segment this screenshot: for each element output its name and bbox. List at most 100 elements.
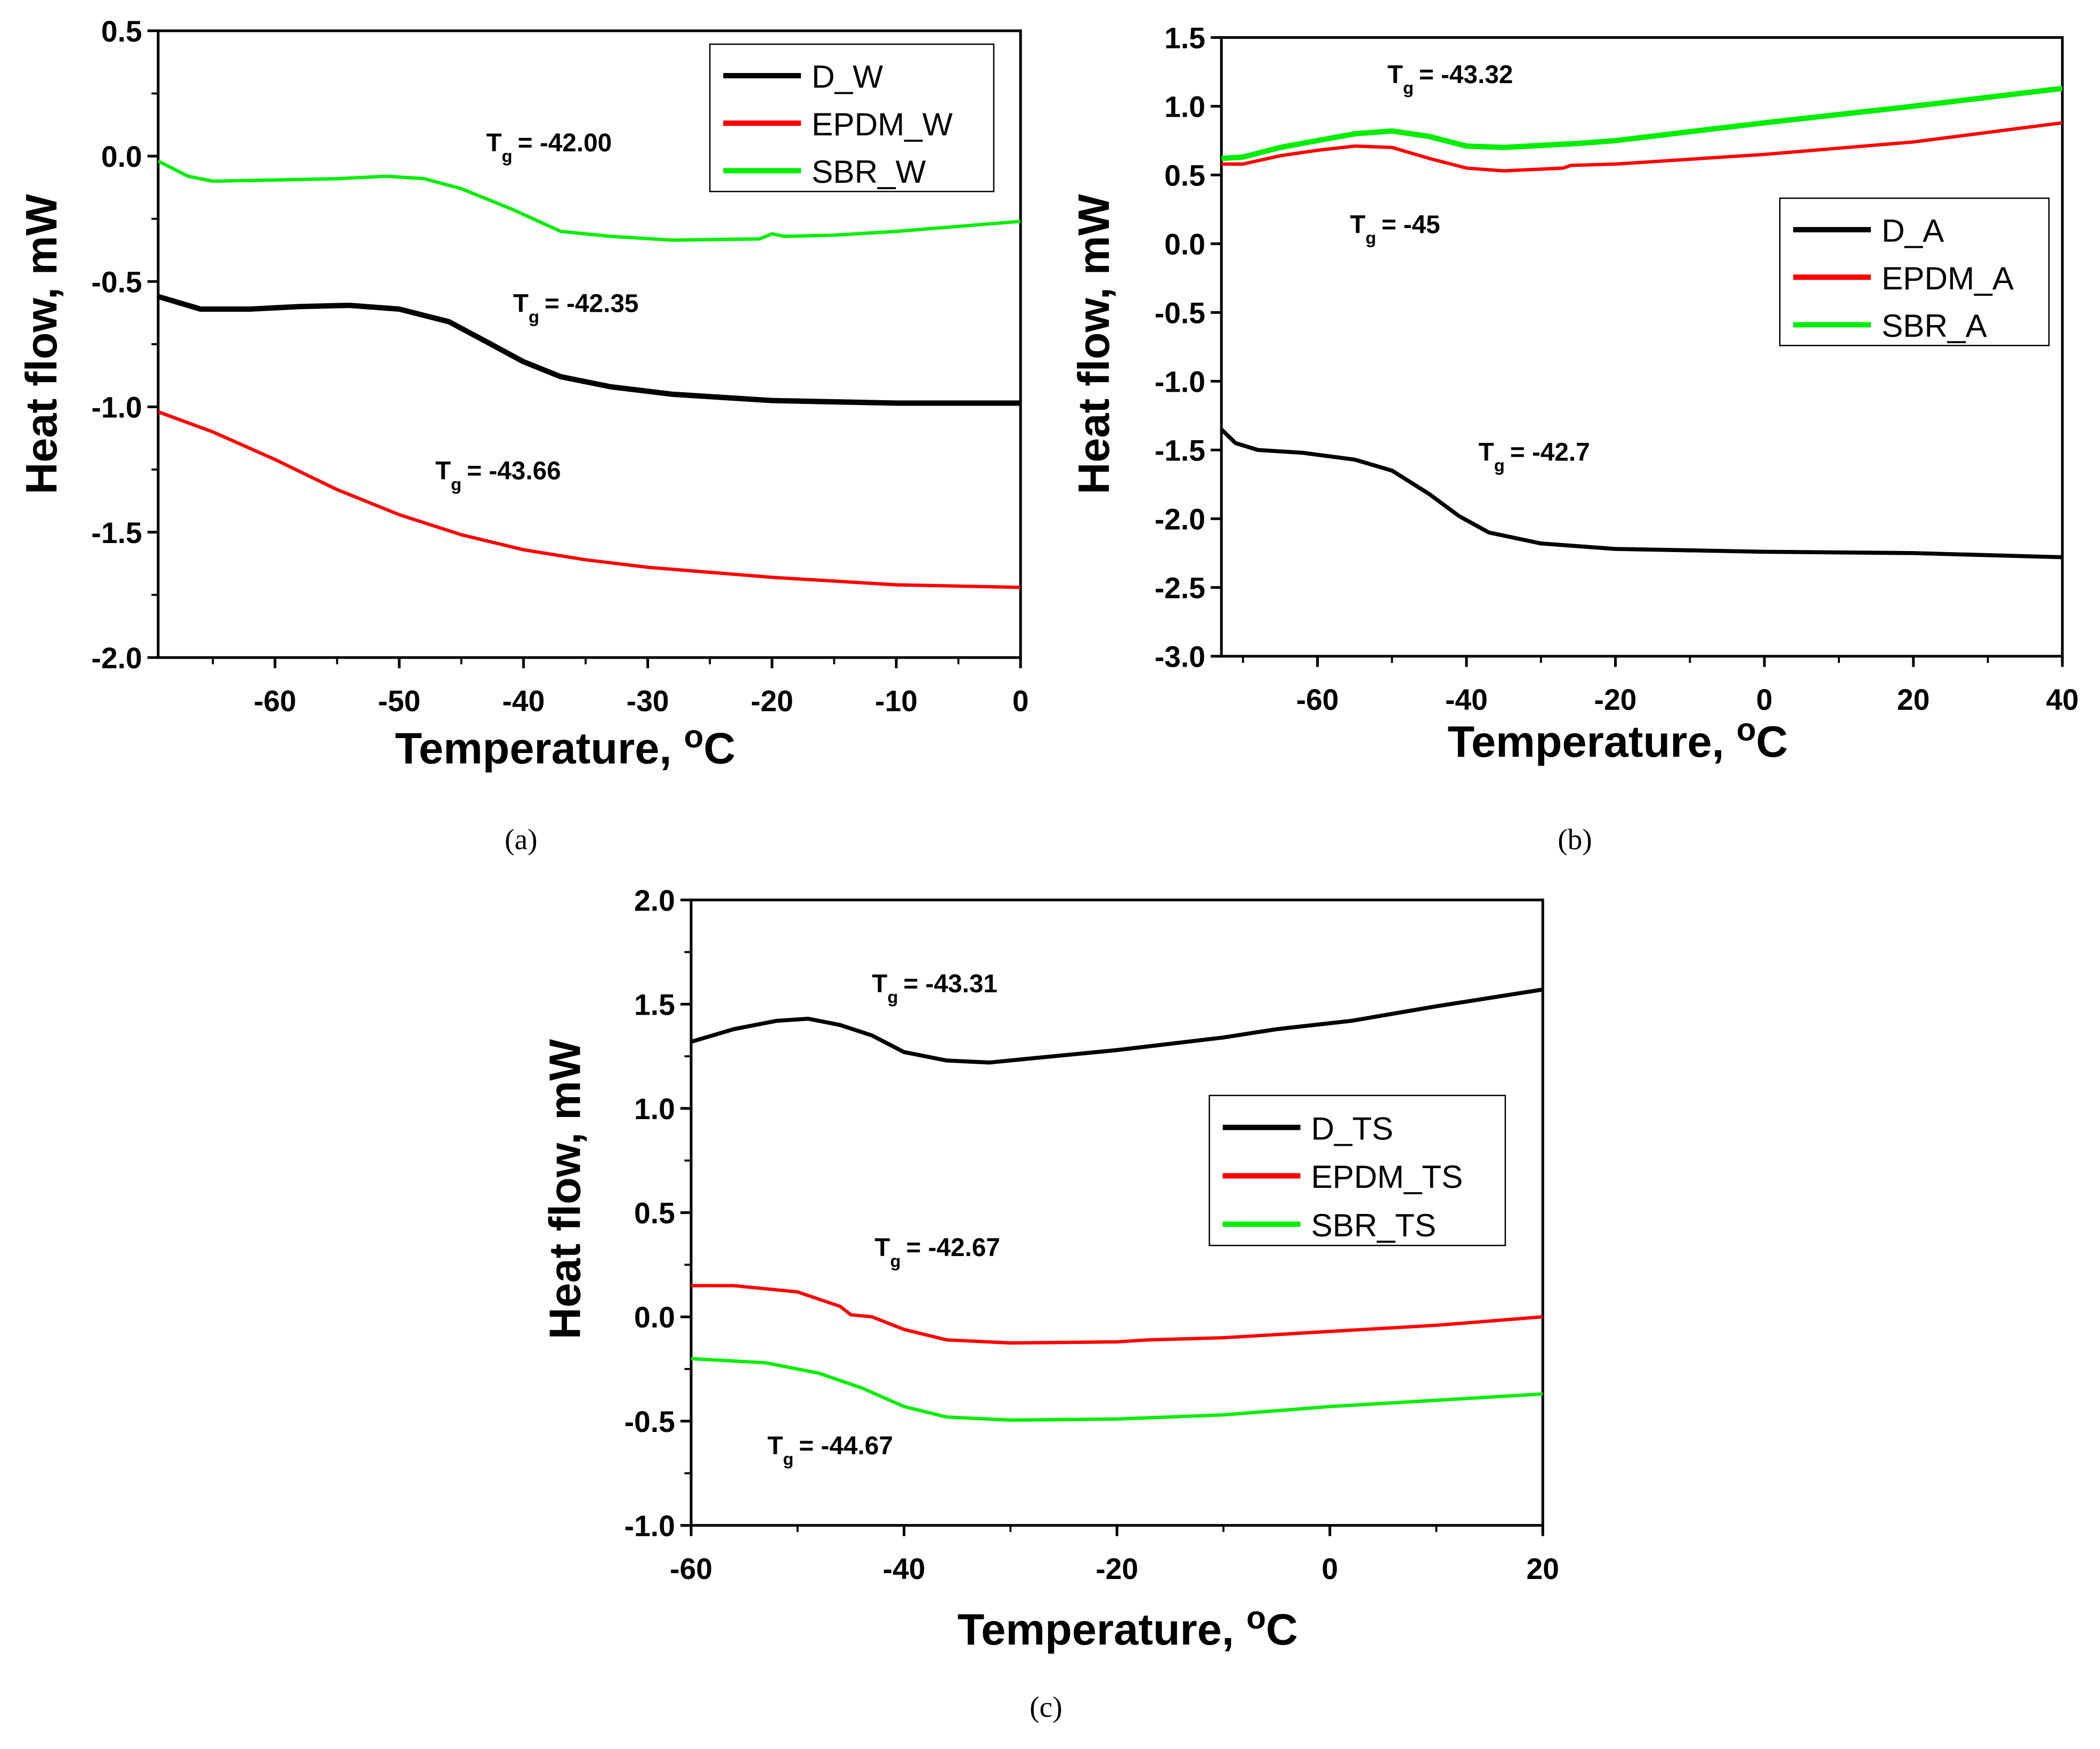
tg-subscript: g [890,1251,901,1270]
tg-symbol: T [1350,210,1365,239]
y-tick-label: -3.0 [1155,640,1205,673]
tg-symbol: T [513,290,529,318]
y-tick-label: -1.0 [1155,365,1205,398]
series-line-D_A [1221,427,2063,560]
tg-value: = -44.67 [799,1432,893,1460]
tg-annotation: Tg = -43.32 [1388,61,1513,98]
x-tick-label: -20 [751,684,793,717]
x-tick-label: -60 [670,1552,712,1585]
y-tick-label: -0.5 [1155,296,1205,329]
series-line-SBR_A [1221,85,2063,161]
x-tick-label: -20 [1096,1552,1138,1585]
tg-value: = -42.00 [518,129,612,157]
y-tick-label: -1.5 [1155,434,1205,467]
y-tick-label: 0.0 [101,140,142,173]
x-tick-label: -40 [883,1552,926,1585]
tg-symbol: T [874,1234,890,1262]
tg-value: = -43.31 [903,970,998,998]
tg-subscript: g [451,474,461,494]
y-tick-label: -0.5 [91,265,142,298]
panel-caption: (b) [1558,823,1592,855]
tg-subscript: g [529,307,539,327]
y-tick-label: -1.5 [91,516,142,549]
tg-annotation: Tg = -43.66 [435,457,561,494]
tg-value: = -43.66 [467,457,561,485]
y-tick-label: -1.0 [625,1509,675,1542]
plot-frame [1220,36,2064,658]
tg-symbol: T [1479,438,1494,466]
chart-panel-c: -60 -40 -20 0 20 2.0 1.5 1.0 0.5 0.0 -0.5 -1.0 D_TS E… [540,884,1559,1723]
series-line-EPDM_A [1221,121,2063,173]
y-tick-label: 1.5 [1164,21,1205,54]
tg-value: = -42.7 [1510,438,1590,466]
x-tick-label: 0 [1012,684,1029,717]
tg-subscript: g [887,987,898,1007]
tg-symbol: T [435,457,451,485]
x-tick-label: -60 [254,684,296,717]
x-axis-label: Temperature, oC [395,718,735,773]
x-axis-label-text: Temperature, [395,723,684,773]
tg-annotation: Tg = -42.67 [874,1234,1000,1270]
x-axis-label-unit: C [703,723,735,773]
y-tick-label: -0.5 [625,1405,675,1438]
series-line-D_W [158,294,1021,406]
y-tick-label: -1.0 [91,391,142,424]
tg-annotation: Tg = -45 [1350,210,1440,247]
tg-subscript: g [1366,228,1376,247]
legend-label: EPDM_A [1882,260,2014,296]
x-axis-label-degree: o [684,718,703,754]
legend-label: SBR_TS [1311,1207,1437,1243]
legend: D_TS EPDM_TS SBR_TS [1209,1095,1506,1246]
legend-label: SBR_A [1882,307,1988,344]
y-tick-label: 1.0 [1164,90,1205,123]
x-tick-label: -60 [1296,683,1339,716]
x-axis-label: Temperature, oC [958,1599,1298,1654]
y-tick-label: 0.5 [1164,159,1205,192]
tg-annotation: Tg = -42.00 [487,129,612,166]
tg-subscript: g [1403,78,1414,98]
tg-annotation: Tg = -44.67 [767,1432,893,1469]
x-tick-label: -10 [875,684,918,717]
x-tick-label: -40 [502,684,545,717]
tg-subscript: g [1494,456,1505,475]
panel-caption: (c) [1029,1691,1062,1723]
tg-value: = -42.35 [545,290,638,318]
x-axis-label-text: Temperature, [1448,717,1737,766]
x-axis-label-unit: C [1266,1605,1298,1654]
x-axis-label-degree: o [1737,711,1756,748]
tg-annotation: Tg = -42.7 [1479,438,1590,475]
x-tick-label: 40 [2046,683,2079,716]
y-tick-label: 0.5 [101,15,142,48]
x-tick-label: -40 [1445,683,1488,716]
tg-subscript: g [502,146,513,166]
tg-subscript: g [783,1449,793,1469]
legend-label: D_W [812,59,883,95]
series-line-EPDM_TS [691,1284,1543,1345]
y-axis-label: Heat flow, mW [1069,193,1118,494]
y-tick-label: 1.0 [634,1092,675,1125]
x-tick-label: -20 [1594,683,1637,716]
y-tick-label: -2.5 [1155,571,1205,604]
tg-symbol: T [1388,61,1403,89]
x-axis-label: Temperature, oC [1448,711,1788,766]
x-axis-label-unit: C [1756,717,1788,766]
legend-label: D_TS [1311,1110,1393,1146]
x-tick-label: 0 [1321,1552,1338,1585]
tg-symbol: T [487,129,502,157]
legend: D_W EPDM_W SBR_W [709,43,995,192]
tg-annotation: Tg = -42.35 [513,290,639,327]
tg-value: = -45 [1382,210,1440,239]
y-tick-label: 0.5 [634,1197,675,1230]
tg-symbol: T [872,970,887,998]
chart-panel-b: -60 -40 -20 0 20 40 1.5 1.0 0.5 0.0 -0.5 -1.0 -1.5 -2… [1069,21,2079,855]
x-tick-label: -30 [627,684,669,717]
tg-symbol: T [767,1432,783,1460]
y-tick-label: 0.0 [634,1301,675,1334]
y-tick-label: 2.0 [634,884,675,917]
legend: D_A EPDM_A SBR_A [1779,197,2050,346]
series-line-EPDM_W [158,410,1021,589]
chart-panel-a: -60 -50 -40 -30 -20 -10 0 0.5 0.0 -0.5 -1.0 -1.5 -2.… [17,15,1029,855]
panel-caption: (a) [505,823,537,855]
tg-annotation: Tg = -43.31 [872,970,998,1007]
